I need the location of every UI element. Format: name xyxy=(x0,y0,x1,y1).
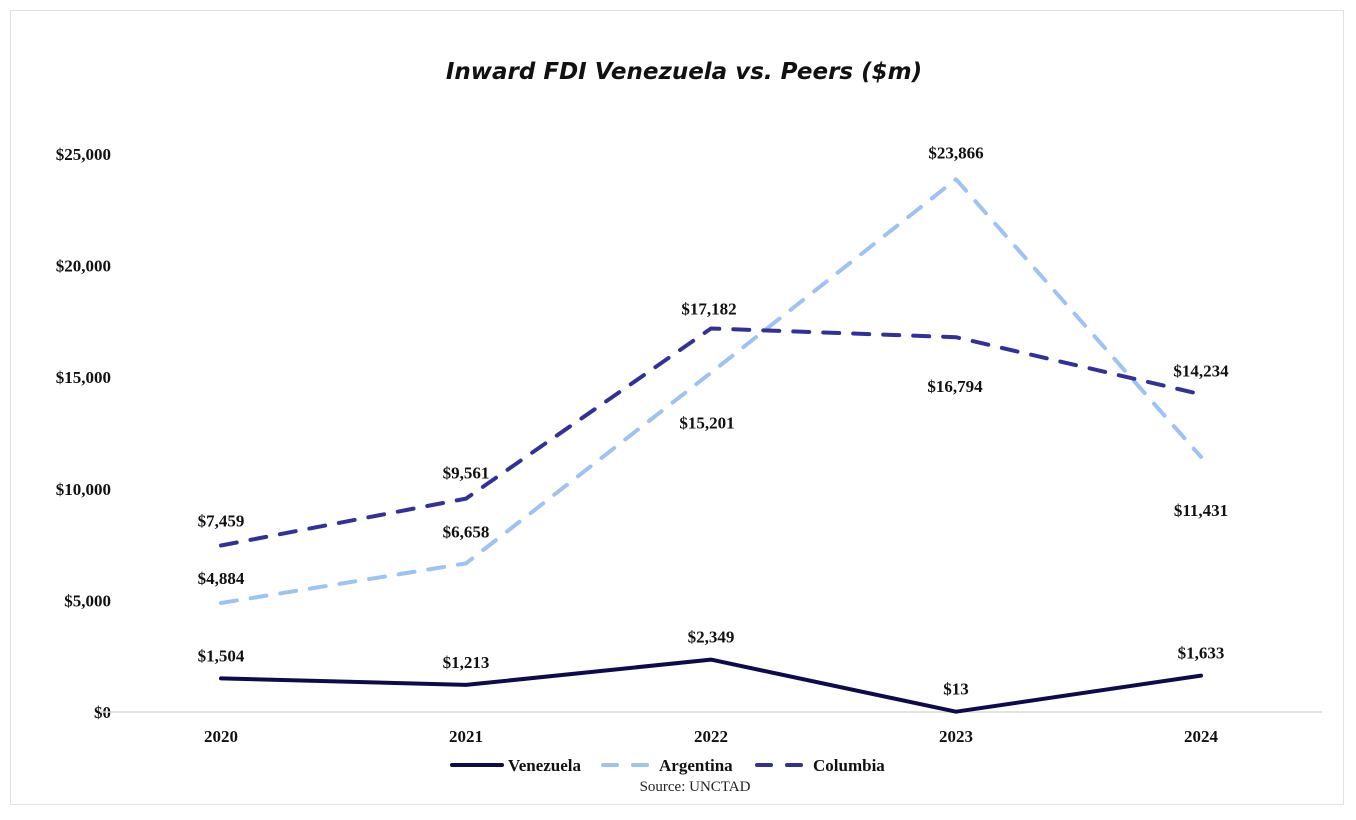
legend-item-argentina: Argentina xyxy=(601,756,733,775)
legend-item-columbia: Columbia xyxy=(755,756,885,775)
data-label-argentina: $15,201 xyxy=(679,414,734,433)
y-tick-label: $10,000 xyxy=(56,480,111,499)
data-label-argentina: $23,866 xyxy=(928,143,983,162)
x-tick-label: 2021 xyxy=(449,727,483,746)
x-tick-label: 2024 xyxy=(1184,727,1219,746)
series-lines xyxy=(219,177,1203,714)
series-line-columbia xyxy=(219,326,1203,548)
chart-frame xyxy=(10,10,1344,805)
data-label-venezuela: $1,504 xyxy=(198,646,245,665)
legend-label: Argentina xyxy=(659,756,733,775)
chart-title: Inward FDI Venezuela vs. Peers ($m) xyxy=(446,59,922,85)
series-line-venezuela xyxy=(219,657,1203,714)
data-label-columbia: $7,459 xyxy=(198,512,245,531)
x-tick-label: 2020 xyxy=(204,727,238,746)
y-tick-label: $20,000 xyxy=(56,257,111,276)
data-label-columbia: $16,794 xyxy=(927,377,983,396)
data-label-argentina: $4,884 xyxy=(198,569,245,588)
x-axis: 2020 2021 2022 2023 2024 xyxy=(204,727,1219,746)
data-label-columbia: $14,234 xyxy=(1173,361,1229,380)
data-label-argentina: $6,658 xyxy=(443,522,490,541)
x-tick-label: 2022 xyxy=(694,727,728,746)
y-tick-label: $25,000 xyxy=(56,145,111,164)
x-tick-label: 2023 xyxy=(939,727,973,746)
y-axis: $0$5,000$10,000$15,000$20,000$25,000 xyxy=(56,145,111,722)
series-line-argentina xyxy=(219,177,1203,605)
legend-label: Venezuela xyxy=(508,756,582,775)
legend: Venezuela Argentina Columbia xyxy=(450,756,885,775)
data-label-columbia: $17,182 xyxy=(681,299,736,318)
data-label-venezuela: $1,633 xyxy=(1178,644,1225,663)
legend-label: Columbia xyxy=(813,756,885,775)
source-note: Source: UNCTAD xyxy=(640,779,751,795)
y-tick-label: $15,000 xyxy=(56,368,111,387)
data-label-venezuela: $13 xyxy=(943,680,969,699)
data-label-venezuela: $2,349 xyxy=(688,628,735,647)
data-label-venezuela: $1,213 xyxy=(443,653,490,672)
data-labels: $1,504 $1,213 $2,349 $13 $1,633 $4,884 $6,658 $… xyxy=(198,143,1230,698)
data-label-columbia: $9,561 xyxy=(443,464,490,483)
legend-item-venezuela: Venezuela xyxy=(450,756,582,775)
y-tick-label: $5,000 xyxy=(64,591,111,610)
data-label-argentina: $11,431 xyxy=(1174,501,1228,520)
